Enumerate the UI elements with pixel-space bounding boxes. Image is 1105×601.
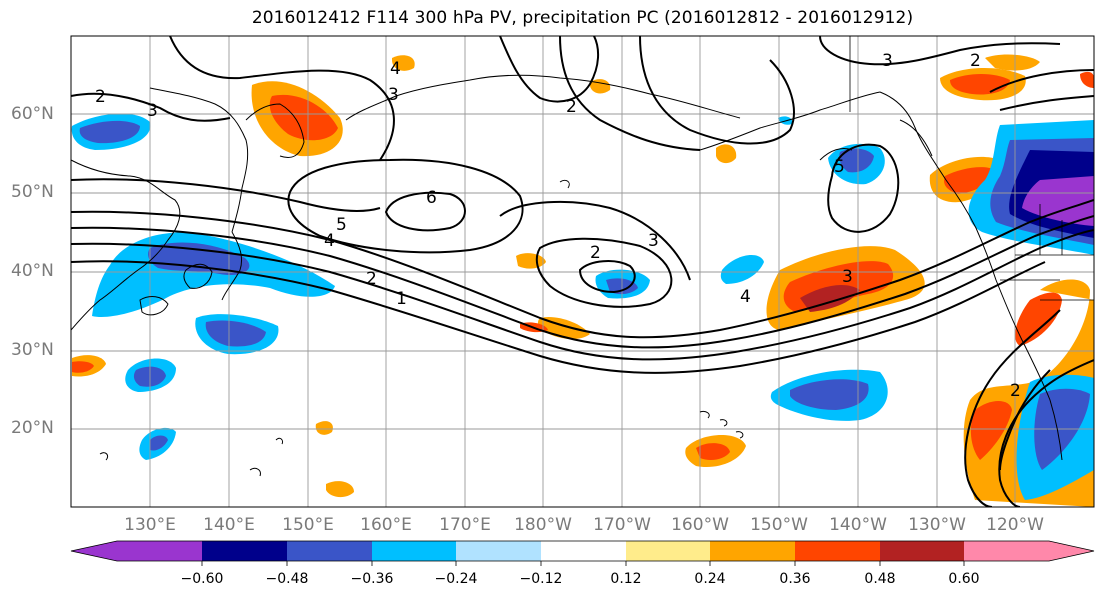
shade-blue-japan xyxy=(72,232,335,460)
contour-label: 4 xyxy=(740,287,751,307)
pv-contours xyxy=(71,36,1094,507)
shade-blue-hawaii-north xyxy=(770,369,888,421)
contour-label: 2 xyxy=(95,87,106,107)
colorbar-segment xyxy=(456,541,541,561)
colorbar-tick-label: 0.36 xyxy=(779,571,811,587)
colorbar-tick-label: −0.36 xyxy=(350,571,394,587)
lon-label-160e: 160°E xyxy=(360,515,412,535)
shade-central-small xyxy=(315,55,764,498)
contour-label: 3 xyxy=(388,85,399,105)
contour-label: 3 xyxy=(842,267,853,287)
lon-label-160w: 160°W xyxy=(671,515,729,535)
coastlines xyxy=(71,74,1063,477)
contour-label: 1 xyxy=(396,289,407,309)
contour-label: 4 xyxy=(390,59,401,79)
contour-label: 2 xyxy=(970,51,981,71)
contour-label: 6 xyxy=(426,188,437,208)
contour-label: 5 xyxy=(336,215,347,235)
contour-label: 2 xyxy=(1010,381,1021,401)
lon-label-170w: 170°W xyxy=(593,515,651,535)
map-title: 2016012412 F114 300 hPa PV, precipitatio… xyxy=(251,8,914,28)
shade-orange-hawaii xyxy=(685,434,746,468)
contour-label: 2 xyxy=(590,243,601,263)
colorbar-tick-label: 0.12 xyxy=(610,571,642,587)
colorbar-tick-label: −0.12 xyxy=(519,571,563,587)
colorbar-segment xyxy=(880,541,964,561)
colorbar-tick-label: −0.48 xyxy=(265,571,309,587)
contour-label: 3 xyxy=(882,51,893,71)
border-lines xyxy=(849,36,1094,301)
colorbar-tick-label: 0.48 xyxy=(864,571,896,587)
lon-label-170e: 170°E xyxy=(439,515,491,535)
lat-label-60n: 60°N xyxy=(11,104,54,124)
colorbar-segment xyxy=(795,541,880,561)
lat-label-40n: 40°N xyxy=(11,261,54,281)
colorbar-segment xyxy=(202,541,287,561)
colorbar-segment xyxy=(964,541,1049,561)
shade-orange-pacific xyxy=(766,54,1094,330)
colorbar-segment xyxy=(372,541,456,561)
contour-labels: 2 3 4 3 2 6 5 4 2 1 2 3 5 4 3 2 3 2 xyxy=(95,51,1021,401)
map-frame xyxy=(70,35,1095,508)
shade-orange-okhotsk xyxy=(251,81,343,157)
colorbar-extend-left xyxy=(71,541,117,561)
colorbar-segment xyxy=(626,541,710,561)
colorbar-outline xyxy=(70,540,1095,562)
lon-label-180w: 180°W xyxy=(514,515,572,535)
contour-label: 2 xyxy=(566,97,577,117)
contour-label: 5 xyxy=(834,157,845,177)
contour-label: 2 xyxy=(366,269,377,289)
shade-blue-west xyxy=(71,113,151,150)
colorbar-segment xyxy=(710,541,795,561)
colorbar-segment xyxy=(287,541,372,561)
lat-label-30n: 30°N xyxy=(11,340,54,360)
lat-label-20n: 20°N xyxy=(11,418,54,438)
colorbar-tick-label: −0.60 xyxy=(180,571,224,587)
colorbar-segment xyxy=(541,541,626,561)
lon-label-150e: 150°E xyxy=(282,515,334,535)
shade-blue-nwamerica xyxy=(968,120,1094,255)
colorbar-ticks xyxy=(201,561,965,566)
lon-label-140e: 140°E xyxy=(203,515,255,535)
colorbar-segment xyxy=(117,541,202,561)
lat-label-50n: 50°N xyxy=(11,182,54,202)
contour-label: 3 xyxy=(147,101,158,121)
lon-label-130w: 130°W xyxy=(908,515,966,535)
colorbar-tick-label: 0.24 xyxy=(694,571,726,587)
colorbar-extend-right xyxy=(1049,541,1094,561)
precip-shading xyxy=(71,54,1094,507)
contour-label: 3 xyxy=(648,231,659,251)
colorbar-tick-label: 0.60 xyxy=(948,571,980,587)
lon-label-140w: 140°W xyxy=(829,515,887,535)
lon-label-120w: 120°W xyxy=(986,515,1044,535)
colorbar xyxy=(70,540,1095,566)
contour-label: 4 xyxy=(324,231,335,251)
colorbar-tick-label: −0.24 xyxy=(434,571,478,587)
lon-label-130e: 130°E xyxy=(124,515,176,535)
lon-label-150w: 150°W xyxy=(750,515,808,535)
